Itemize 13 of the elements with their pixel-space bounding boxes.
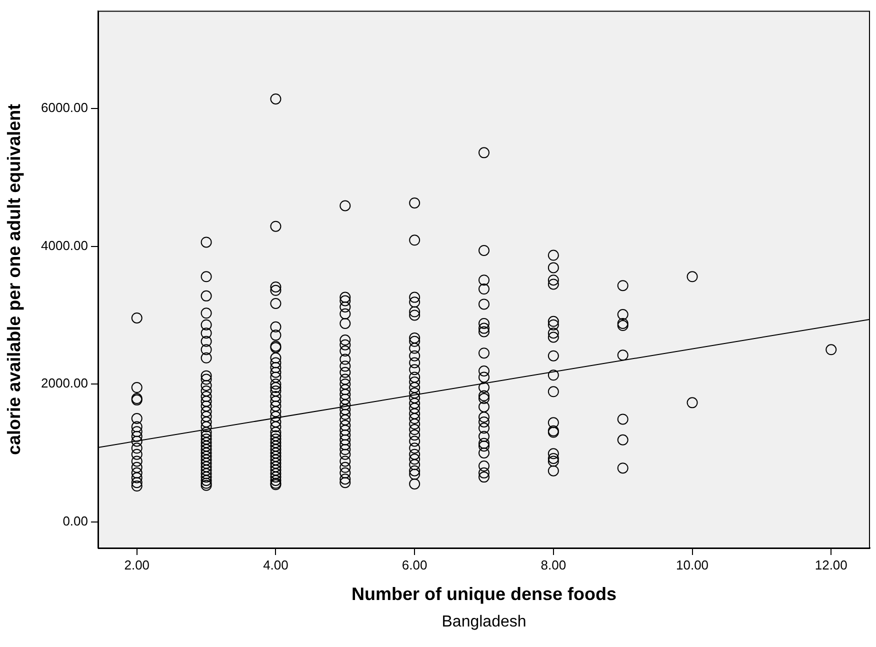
x-tick-label: 2.00 [124,557,150,572]
x-tick-label: 10.00 [676,557,709,572]
y-tick-label: 2000.00 [41,376,88,391]
x-tick-label: 8.00 [540,557,566,572]
x-tick-label: 4.00 [263,557,288,572]
x-tick-label: 12.00 [814,557,848,572]
y-axis-title: calorie available per one adult equivalent [4,104,24,455]
x-axis-title: Number of unique dense foods [351,584,617,604]
x-tick-label: 6.00 [402,557,428,572]
text: Bangladesh [442,613,526,630]
y-tick-label: 4000.00 [41,238,88,253]
y-tick-label: 0.00 [62,513,88,528]
y-tick-label: 6000.00 [41,100,88,116]
